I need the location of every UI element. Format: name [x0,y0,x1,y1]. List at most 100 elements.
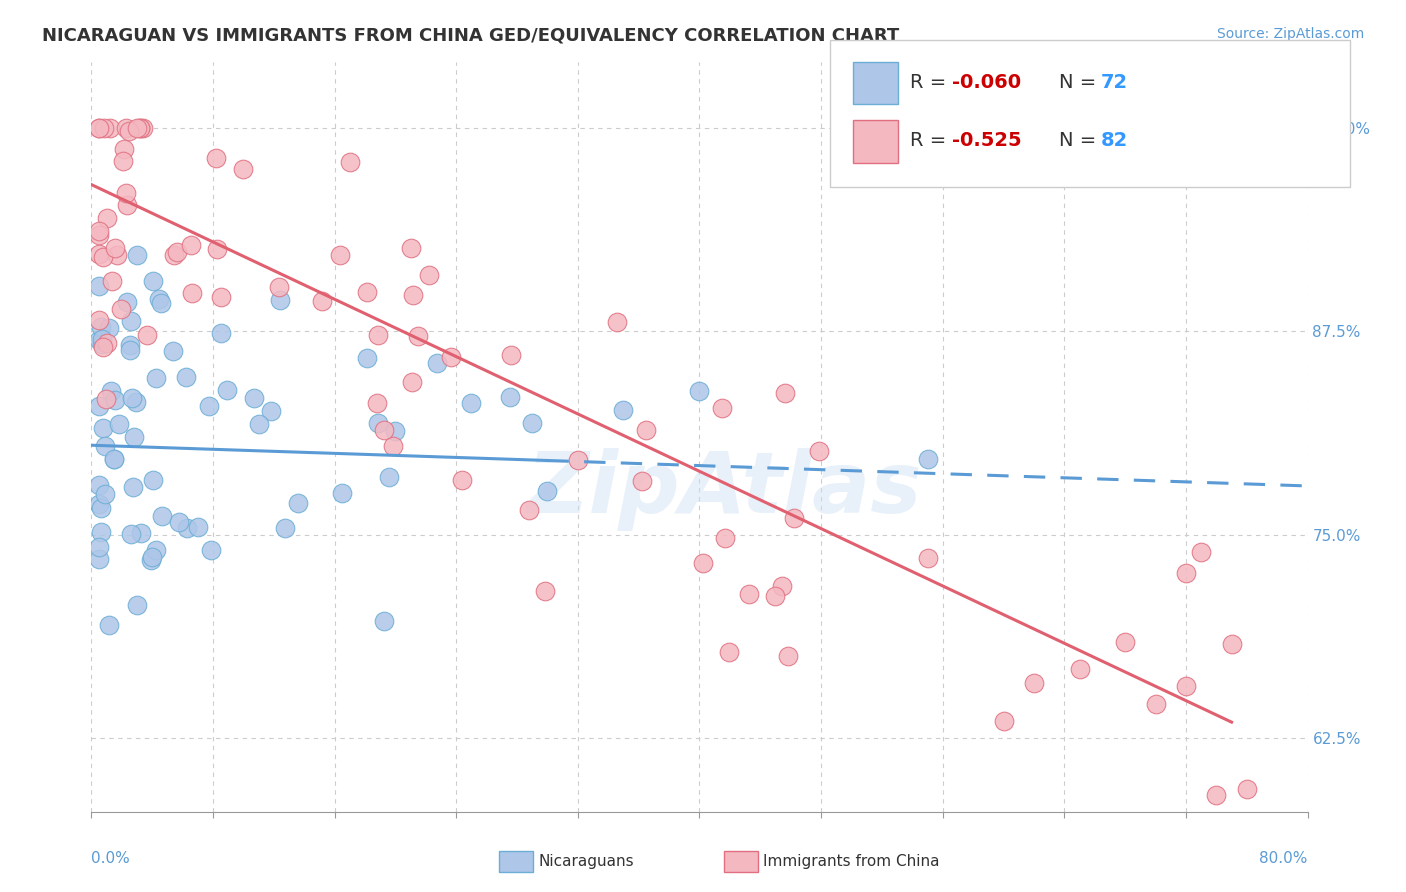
Point [112,142,135,156]
Text: N =: N = [1059,72,1102,92]
Point [499,390,522,404]
Point [150,508,173,523]
Text: N =: N = [1059,131,1102,151]
Point [98,120,121,135]
Point [426,356,449,370]
Point [112,153,135,168]
Point [148,293,170,307]
Point [1022,676,1045,690]
Point [287,496,309,510]
Text: 80.0%: 80.0% [1260,851,1308,865]
Point [162,343,184,358]
Point [198,399,221,413]
Point [217,383,239,397]
Point [129,120,152,135]
Point [118,124,141,138]
Point [96,336,118,351]
Point [87,120,110,135]
Point [90,524,112,539]
Point [384,424,406,438]
Point [127,120,149,135]
Point [127,598,149,612]
Point [406,328,429,343]
Point [612,403,634,417]
Point [366,396,388,410]
Point [330,486,353,500]
Point [267,280,290,294]
Point [174,370,197,384]
Point [103,452,125,467]
Point [367,327,389,342]
Point [176,521,198,535]
Point [770,579,793,593]
Point [692,556,714,570]
Point [717,644,740,658]
Point [110,302,132,317]
Point [96,211,118,225]
Point [1220,637,1243,651]
Point [145,543,167,558]
Point [163,248,186,262]
Point [180,238,202,252]
Point [917,550,939,565]
Point [125,395,148,409]
Point [167,515,190,529]
Point [104,392,127,407]
Point [200,542,222,557]
Point [124,430,146,444]
Point [534,583,557,598]
Point [636,423,658,437]
Point [94,486,117,500]
Point [688,384,710,399]
Point [460,396,482,410]
Point [451,473,474,487]
Point [120,343,142,357]
Point [122,480,145,494]
Point [211,290,233,304]
Point [115,198,138,212]
Point [1069,662,1091,676]
Point [115,295,138,310]
Point [87,497,110,511]
Text: R =: R = [910,131,952,151]
Point [120,527,142,541]
Point [339,155,361,169]
Point [606,315,628,329]
Point [1175,566,1198,580]
Point [87,120,110,135]
Point [773,385,796,400]
Text: NICARAGUAN VS IMMIGRANTS FROM CHINA GED/EQUIVALENCY CORRELATION CHART: NICARAGUAN VS IMMIGRANTS FROM CHINA GED/… [42,27,900,45]
Point [91,337,114,351]
Point [121,392,143,406]
Point [87,224,110,238]
Point [1144,697,1167,711]
Point [87,247,110,261]
Point [91,250,114,264]
Point [118,338,141,352]
Point [373,423,395,437]
Text: -0.060: -0.060 [952,72,1021,92]
Point [115,186,138,200]
Text: 0.0%: 0.0% [91,851,131,865]
Point [142,473,165,487]
Point [232,162,254,177]
Point [87,279,110,293]
Point [367,416,389,430]
Point [166,244,188,259]
Point [738,587,761,601]
Point [418,268,440,282]
Point [1189,545,1212,559]
Point [91,421,114,435]
Point [87,552,110,566]
Text: ZipAtlas: ZipAtlas [526,448,921,531]
Point [181,285,204,300]
Point [401,375,423,389]
Point [93,120,115,135]
Point [763,590,786,604]
Point [274,521,297,535]
Text: 72: 72 [1101,72,1128,92]
Point [710,401,733,415]
Point [917,451,939,466]
Point [205,152,228,166]
Point [567,453,589,467]
